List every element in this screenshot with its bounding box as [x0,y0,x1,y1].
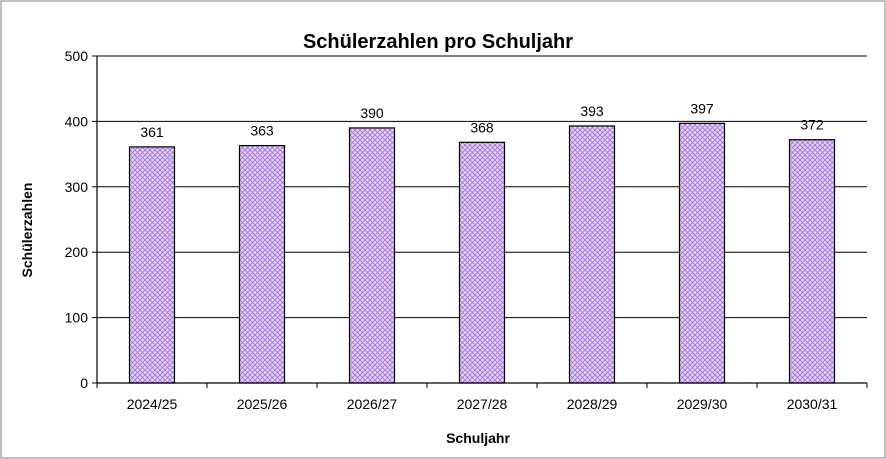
x-tick-label: 2024/25 [127,396,178,412]
x-axis-title: Schuljahr [446,430,510,446]
data-label: 363 [250,123,274,139]
y-tick-label: 500 [65,48,89,64]
data-label: 390 [360,105,384,121]
bar [458,141,506,384]
bars [128,122,836,384]
bar [788,139,836,384]
bar [348,127,396,384]
bar [678,122,726,384]
x-tick-label: 2030/31 [787,396,838,412]
x-tick-label: 2025/26 [237,396,288,412]
chart-title: Schülerzahlen pro Schuljahr [303,31,573,53]
data-label: 368 [470,119,494,135]
y-tick-label: 300 [65,179,89,195]
y-tick-label: 200 [65,244,89,260]
bar [128,146,176,384]
y-tick-label: 400 [65,113,89,129]
data-label: 393 [580,103,604,119]
data-label: 397 [690,100,714,116]
x-tick-label: 2029/30 [677,396,728,412]
data-label: 361 [140,124,164,140]
x-tick-label: 2028/29 [567,396,618,412]
y-axis-title: Schülerzahlen [19,183,35,278]
axes [92,55,868,388]
y-tick-label: 0 [80,375,88,391]
labels: 0 100 200 300 400 500 361 2024/25 363 2025/26 390 2… [65,48,838,412]
bar [568,125,616,384]
bar [238,144,286,384]
x-tick-label: 2027/28 [457,396,508,412]
data-label: 372 [800,117,824,133]
x-tick-label: 2026/27 [347,396,398,412]
y-tick-label: 100 [65,310,89,326]
